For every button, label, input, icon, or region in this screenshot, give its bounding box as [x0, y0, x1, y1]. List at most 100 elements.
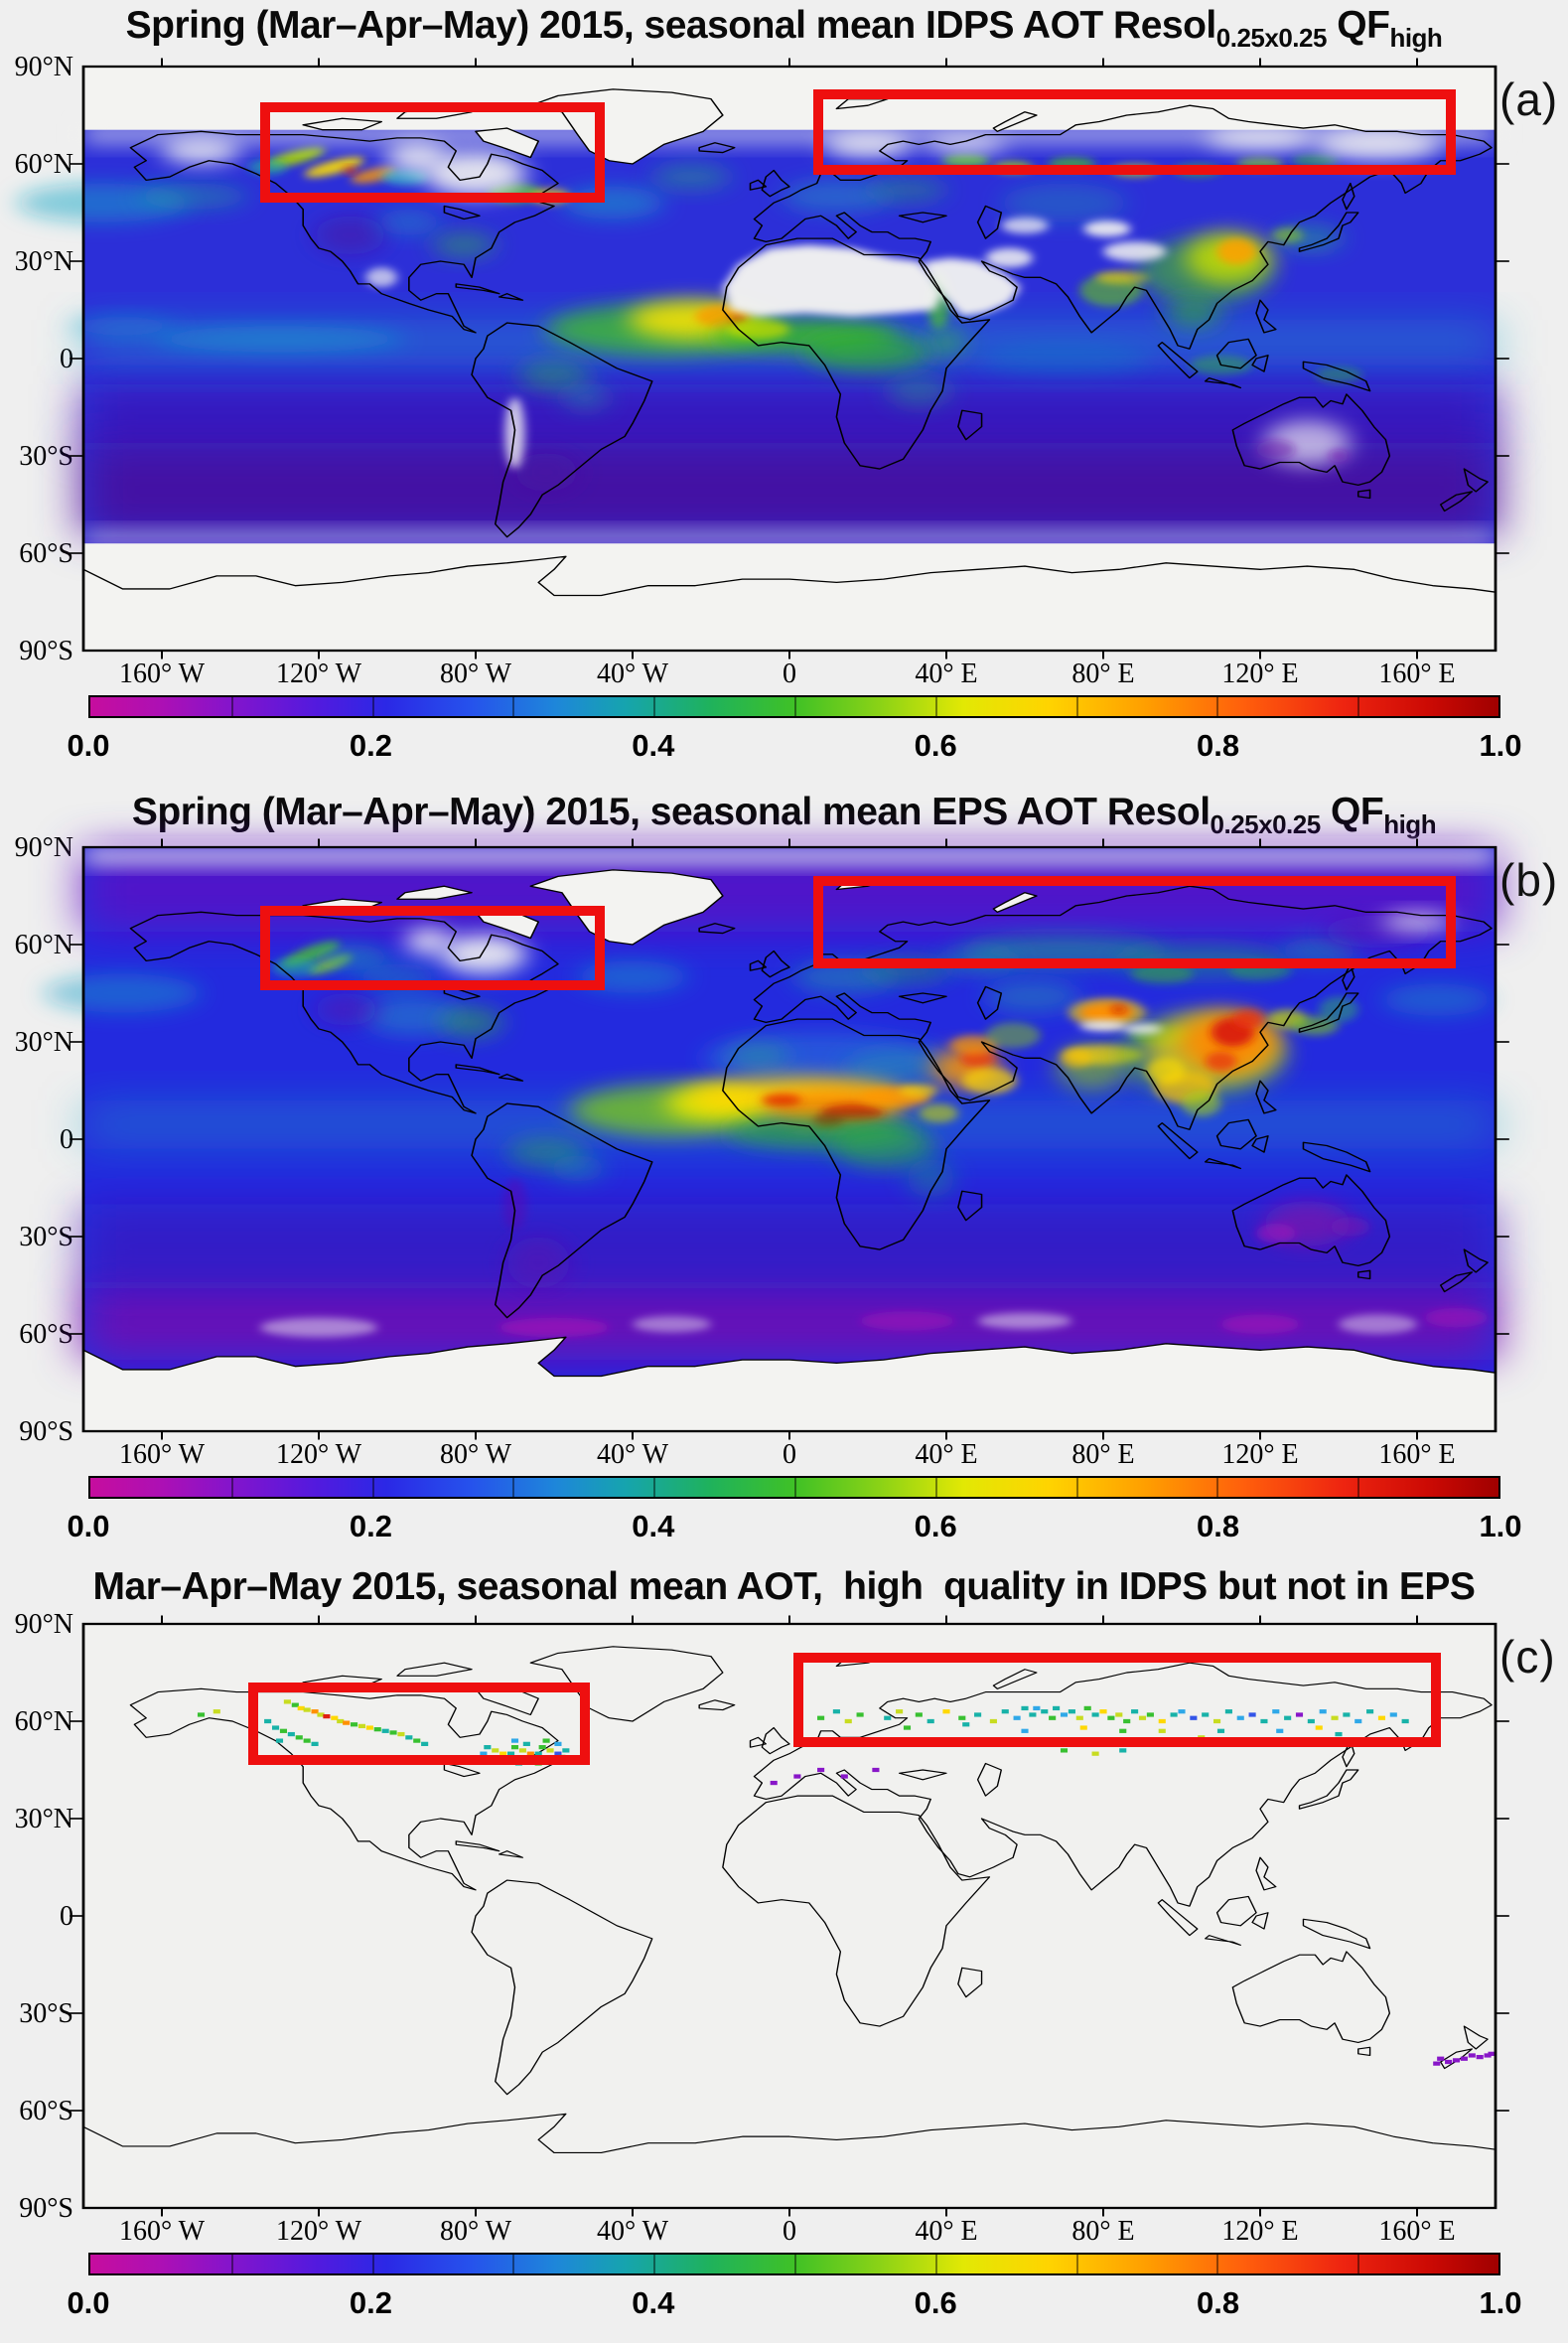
coastline-new-guinea [1302, 1141, 1371, 1173]
aot-speckle [1236, 1738, 1244, 1743]
aot-speckle [1202, 1712, 1210, 1717]
field-blob [351, 167, 397, 184]
field-blob [1232, 1009, 1264, 1029]
aot-speckle [554, 1751, 562, 1756]
aot-speckle [1091, 1712, 1099, 1717]
colorbar-label: 0.2 [349, 1509, 392, 1543]
title-text: QF [1326, 4, 1390, 47]
field-blob [1130, 963, 1194, 984]
field-blob [919, 1103, 958, 1123]
coastline-great-lakes [443, 205, 481, 220]
aot-speckle [1276, 1728, 1284, 1733]
aot-speckle [413, 1738, 421, 1743]
lon-label: 160° E [1378, 1439, 1456, 1470]
aot-speckle [510, 1745, 519, 1750]
field-blob [502, 1178, 527, 1231]
lat-label: 60°S [19, 2096, 73, 2126]
field-blob [514, 452, 578, 492]
field-blob [344, 167, 356, 174]
field-blob [1381, 912, 1453, 932]
aot-speckle [1343, 1712, 1351, 1717]
aot-speckle [1190, 1715, 1198, 1720]
coastline-south-america [471, 1879, 653, 2096]
lat-label: 60°N [14, 149, 73, 180]
coastline-sulawesi [1251, 355, 1269, 372]
panel-b-colorbar-labels: 0.0 0.2 0.4 0.6 0.8 1.0 [67, 1509, 1521, 1544]
coastline-north-america [129, 130, 559, 334]
aot-speckle [317, 1712, 325, 1717]
panel-a-colorbar-labels: 0.0 0.2 0.4 0.6 0.8 1.0 [67, 728, 1521, 764]
lon-label: 80° W [439, 2216, 512, 2247]
aot-speckle [1107, 1715, 1115, 1720]
aot-speckle [558, 1754, 566, 1760]
aot-speckle [350, 1722, 358, 1727]
coastline-ireland [749, 1736, 767, 1748]
world-map-c [70, 1615, 1509, 2217]
field-blob [1048, 157, 1096, 171]
colorbar-tick [1357, 2255, 1360, 2273]
field-blob [1110, 164, 1159, 178]
aot-speckle [522, 1741, 530, 1746]
colorbar-label: 0.4 [632, 2285, 675, 2320]
field-blob [385, 141, 449, 174]
lon-label: 80° W [439, 659, 512, 689]
coastline-new-guinea [1302, 1918, 1371, 1950]
aot-speckle [514, 1761, 523, 1766]
lon-label: 120° W [275, 2216, 362, 2247]
aot-speckle [1170, 1712, 1178, 1717]
coastline-novaya-zemlya [992, 1669, 1038, 1689]
aot-speckle [1123, 1718, 1131, 1724]
map-frame [81, 1622, 1497, 2210]
lat-label: 90°S [19, 636, 73, 666]
field-blob [868, 177, 946, 204]
panel-a-lon-axis: 160° W 120° W 80° W 40° W 0 40° E 80° E 120° E 1… [83, 659, 1496, 692]
aot-speckle [506, 1751, 515, 1756]
aot-speckle [832, 1709, 840, 1714]
aot-speckle [1307, 1718, 1315, 1724]
aot-speckle [1068, 1709, 1075, 1714]
coastline-tasmania [1356, 489, 1371, 500]
colorbar-label: 0.4 [632, 728, 675, 763]
field-blob [83, 384, 1496, 450]
field-blob [1331, 1217, 1370, 1237]
coastline-sakhalin [1342, 182, 1355, 211]
aot-speckle [1272, 1709, 1280, 1714]
panel-b-lon-axis: 160° W 120° W 80° W 40° W 0 40° E 80° E 120° E 1… [83, 1439, 1496, 1473]
field-blob [1122, 1024, 1163, 1034]
field-blob [138, 183, 248, 210]
lat-label: 30°N [14, 246, 73, 277]
aot-speckle [323, 1713, 331, 1719]
aot-speckle [562, 1748, 570, 1753]
colorbar-label: 1.0 [1479, 1509, 1522, 1543]
field-blob [518, 359, 590, 391]
coastline-arctic-island-2 [396, 1662, 473, 1677]
aot-speckle [1315, 1725, 1323, 1730]
colorbar-label: 1.0 [1479, 2285, 1522, 2320]
map-frame [81, 65, 1497, 653]
lon-label: 80° E [1071, 1439, 1135, 1470]
colorbar-tick [371, 2255, 374, 2273]
colorbar-label: 0.0 [67, 2285, 110, 2320]
panel-c-lat-axis: 90°N 60°N 30°N 0 30°S 60°S 90°S [0, 1609, 77, 2224]
lon-label: 40° E [915, 1439, 978, 1470]
coastline-eurasia [753, 104, 1493, 350]
field-blob [83, 847, 1496, 865]
aot-speckle [817, 1715, 825, 1720]
field-blob [977, 1312, 1072, 1330]
lon-label: 40° E [915, 659, 978, 689]
coastline-arctic-island-2 [396, 885, 473, 900]
lon-label: 160° W [118, 2216, 206, 2247]
field-blob [762, 1094, 801, 1107]
aot-speckle [279, 1728, 288, 1733]
title-subscript: 0.25x0.25 [1210, 808, 1322, 839]
aot-speckle [1468, 2053, 1476, 2058]
lon-label: 120° E [1221, 1439, 1299, 1470]
aot-speckle [974, 1712, 982, 1717]
aot-speckle [1158, 1718, 1166, 1724]
coastline-java [1204, 1157, 1242, 1170]
colorbar-tick [230, 2255, 233, 2273]
field-blob [1001, 217, 1049, 234]
aot-speckle [303, 1707, 311, 1712]
coastline-sumatra [1157, 1122, 1199, 1160]
aot-speckle [484, 1745, 492, 1750]
